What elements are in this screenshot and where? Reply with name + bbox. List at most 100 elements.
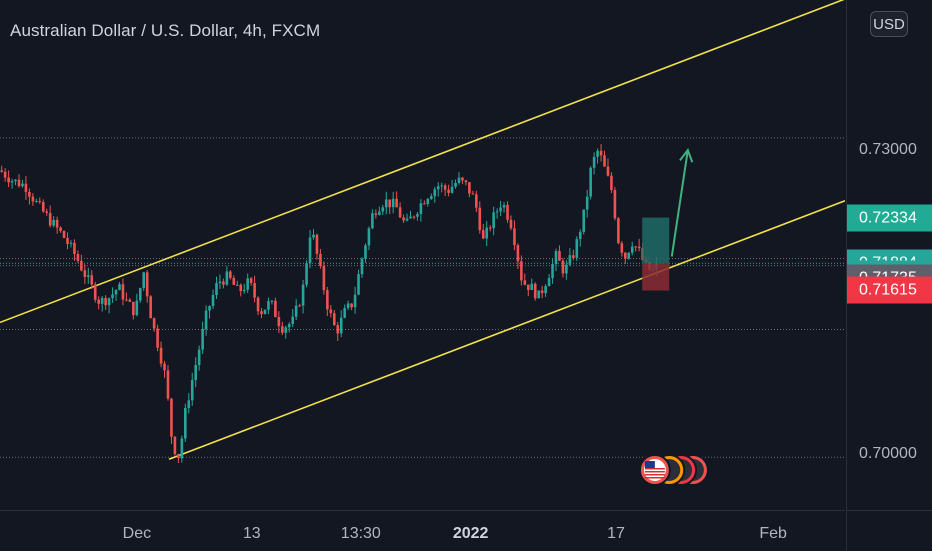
candle-body <box>502 204 506 208</box>
candle-body <box>107 298 111 306</box>
candle-body <box>520 261 523 281</box>
candle-body <box>620 243 624 253</box>
flag-stripe <box>644 468 665 470</box>
candle-body <box>156 328 159 348</box>
candle-body <box>225 271 229 285</box>
candle-body <box>423 203 426 205</box>
candle-body <box>100 298 104 304</box>
candle-body <box>7 177 10 183</box>
candle-body <box>603 155 606 167</box>
candle-body <box>381 207 385 212</box>
price-tick-label: 0.70000 <box>859 445 917 463</box>
price-chart[interactable] <box>0 0 845 510</box>
candle-body <box>513 228 516 246</box>
candle-body <box>537 290 540 299</box>
candle-body <box>274 300 277 318</box>
candle-body <box>301 284 305 306</box>
time-tick-label: Dec <box>122 525 152 542</box>
channel-upper-line <box>0 0 845 324</box>
chart-title: Australian Dollar / U.S. Dollar, 4h, FXC… <box>10 21 321 40</box>
candle-body <box>294 305 298 317</box>
chart-pane[interactable]: Australian Dollar / U.S. Dollar, 4h, FXC… <box>0 0 845 510</box>
candle-body <box>80 260 83 271</box>
candle-body <box>426 199 430 204</box>
candle-body <box>329 309 333 314</box>
time-tick-label: 2022 <box>452 525 489 542</box>
candle-body <box>606 166 610 176</box>
candle-body <box>540 290 544 294</box>
candle-body <box>17 179 21 187</box>
candle-body <box>24 183 28 192</box>
candle-body <box>384 199 388 208</box>
candle-body <box>239 284 243 292</box>
candle-body <box>87 275 90 277</box>
candle-body <box>152 318 156 329</box>
candle-body <box>284 327 288 333</box>
candle-body <box>561 260 565 274</box>
candle-body <box>173 436 177 455</box>
candle-body <box>229 271 232 278</box>
candle-body <box>565 264 568 274</box>
candle-body <box>287 323 291 328</box>
candle-body <box>353 294 357 308</box>
candle-body <box>506 204 509 220</box>
candle-body <box>138 288 142 301</box>
candle-body <box>364 245 367 259</box>
candle-body <box>125 299 128 301</box>
candle-body <box>218 281 222 284</box>
candle-body <box>575 239 579 258</box>
candle-body <box>291 316 295 324</box>
forecast-arrow <box>670 149 689 257</box>
candle-body <box>360 258 364 275</box>
candle-body <box>478 207 482 231</box>
candle-body <box>111 294 114 299</box>
candle-body <box>315 234 319 254</box>
candle-body <box>617 218 620 244</box>
candle-body <box>634 246 637 248</box>
candle-body <box>357 274 360 295</box>
candle-body <box>184 407 187 439</box>
candle-body <box>308 237 312 264</box>
candle-body <box>187 400 191 408</box>
candle-body <box>468 182 471 194</box>
candle-body <box>10 181 14 183</box>
candle-body <box>180 438 184 459</box>
candle-body <box>630 246 634 253</box>
candle-body <box>132 301 135 316</box>
position-loss-zone <box>642 263 670 291</box>
candle-body <box>319 253 322 266</box>
flag-stripe <box>644 471 665 473</box>
candle-body <box>592 156 596 168</box>
candle-body <box>305 263 308 285</box>
candle-body <box>419 203 423 214</box>
candle-body <box>457 177 461 183</box>
candle-body <box>402 217 405 221</box>
candle-body <box>69 242 73 244</box>
candle-body <box>530 283 534 290</box>
candle-body <box>412 216 416 218</box>
candle-body <box>492 212 495 229</box>
candle-body <box>495 211 499 213</box>
candle-body <box>526 284 530 290</box>
candle-body <box>558 251 561 261</box>
candle-body <box>211 295 215 306</box>
candle-body <box>3 171 7 178</box>
candle-body <box>461 177 464 181</box>
candle-body <box>104 298 107 306</box>
time-axis[interactable]: Dec 13 13:30 2022 17 Feb <box>0 510 845 551</box>
candle-body <box>450 186 454 193</box>
candle-body <box>554 251 558 265</box>
candle-body <box>596 150 599 157</box>
candle-body <box>627 252 631 259</box>
currency-button[interactable]: USD <box>870 11 908 37</box>
candle-body <box>38 201 42 203</box>
candle-body <box>170 398 173 437</box>
time-tick-label: 17 <box>607 525 625 542</box>
candle-body <box>28 191 31 197</box>
price-axis[interactable]: 0.730000.700000.723340.7188403:10:160.71… <box>846 0 932 510</box>
candle-body <box>55 219 59 228</box>
candle-body <box>260 311 263 315</box>
candles-group <box>0 144 658 464</box>
candle-body <box>447 189 450 193</box>
candle-body <box>572 255 575 258</box>
